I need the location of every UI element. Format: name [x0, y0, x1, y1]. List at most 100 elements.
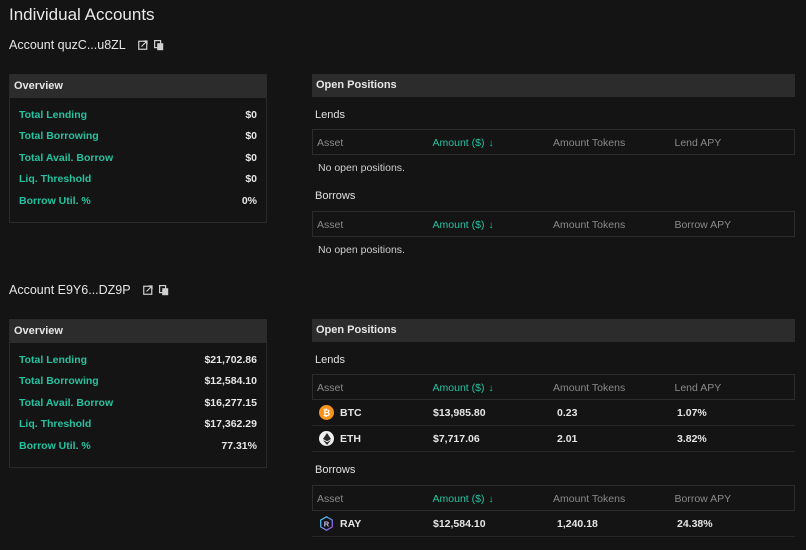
borrows-table-header: Asset Amount ($) ↓ Amount Tokens Borrow A… — [312, 211, 795, 237]
overview-value: 0% — [241, 194, 257, 207]
column-header-asset[interactable]: Asset — [317, 493, 344, 505]
column-header-apy[interactable]: Lend APY — [674, 382, 722, 394]
column-header-amount-tokens[interactable]: Amount Tokens — [553, 219, 626, 231]
table-row[interactable]: ETH $7,717.06 2.01 3.82% — [312, 426, 795, 452]
lends-table-header: Asset Amount ($) ↓ Amount Tokens Lend APY — [312, 129, 795, 155]
overview-label: Total Avail. Borrow — [19, 151, 114, 164]
overview-label: Total Borrowing — [19, 130, 99, 143]
column-label: Amount ($) — [432, 493, 485, 505]
overview-panel: Overview Total Lending $21,702.86 Total B… — [9, 319, 267, 468]
overview-label: Liq. Threshold — [19, 173, 92, 186]
copy-icon[interactable] — [153, 39, 164, 51]
sort-down-icon: ↓ — [488, 220, 494, 231]
lends-table-header: Asset Amount ($) ↓ Amount Tokens Lend APY — [312, 374, 795, 400]
asset-cell: ₿ BTC — [312, 400, 432, 425]
sort-down-icon: ↓ — [488, 138, 494, 149]
overview-value: $0 — [245, 130, 257, 143]
column-label: Amount ($) — [432, 219, 485, 231]
account-label: Account quzC...u8ZL — [9, 38, 126, 52]
asset-symbol: ETH — [340, 432, 361, 445]
external-link-icon[interactable] — [142, 285, 153, 295]
overview-row: Total Avail. Borrow $0 — [19, 148, 257, 169]
account-header: Account quzC...u8ZL — [9, 38, 164, 52]
column-header-amount-tokens[interactable]: Amount Tokens — [553, 137, 626, 149]
column-header-amount-tokens[interactable]: Amount Tokens — [553, 493, 626, 505]
overview-label: Total Lending — [19, 354, 88, 366]
lends-label: Lends — [315, 109, 345, 121]
column-header-asset[interactable]: Asset — [317, 382, 344, 394]
column-header-amount-usd[interactable]: Amount ($) ↓ — [433, 212, 554, 236]
open-positions-title: Open Positions — [312, 74, 795, 97]
borrows-label: Borrows — [315, 464, 356, 476]
amount-tokens-cell: 1,240.18 — [557, 518, 598, 530]
table-row[interactable]: ₿ BTC $13,985.80 0.23 1.07% — [312, 400, 795, 426]
overview-label: Total Borrowing — [19, 375, 99, 388]
column-label: Amount ($) — [432, 137, 485, 149]
overview-value: $16,277.15 — [204, 396, 257, 409]
overview-row: Total Lending $21,702.86 — [19, 350, 257, 371]
sort-down-icon: ↓ — [488, 494, 494, 505]
overview-row: Total Lending $0 — [19, 105, 257, 126]
apy-cell: 1.07% — [677, 407, 707, 419]
overview-row: Borrow Util. % 77.31% — [19, 436, 257, 457]
external-link-icon[interactable] — [137, 40, 148, 50]
borrows-label: Borrows — [315, 190, 356, 202]
amount-tokens-cell: 0.23 — [557, 407, 578, 419]
overview-row: Liq. Threshold $17,362.29 — [19, 414, 257, 435]
overview-row: Total Borrowing $0 — [19, 126, 257, 147]
column-header-asset[interactable]: Asset — [317, 219, 344, 231]
open-positions-panel: Open Positions Lends Asset Amount ($) ↓ A… — [312, 319, 795, 537]
column-label: Amount ($) — [432, 382, 485, 394]
empty-state: No open positions. — [318, 244, 405, 256]
overview-panel: Overview Total Lending $0 Total Borrowing… — [9, 74, 267, 223]
copy-icon[interactable] — [158, 284, 169, 296]
account-label: Account E9Y6...DZ9P — [9, 283, 131, 297]
open-positions-title: Open Positions — [312, 319, 795, 342]
overview-label: Total Lending — [19, 109, 88, 121]
eth-icon — [319, 431, 334, 446]
borrows-table-header: Asset Amount ($) ↓ Amount Tokens Borrow A… — [312, 485, 795, 511]
overview-row: Total Avail. Borrow $16,277.15 — [19, 393, 257, 414]
apy-cell: 3.82% — [677, 433, 707, 445]
overview-row: Borrow Util. % 0% — [19, 191, 257, 212]
table-row[interactable]: R RAY $12,584.10 1,240.18 24.38% — [312, 511, 795, 537]
column-header-amount-usd[interactable]: Amount ($) ↓ — [433, 130, 554, 154]
overview-value: $0 — [245, 151, 257, 164]
overview-label: Borrow Util. % — [19, 194, 91, 207]
overview-title: Overview — [10, 320, 266, 343]
asset-cell: ETH — [312, 426, 432, 451]
ray-icon: R — [319, 516, 334, 531]
account-header: Account E9Y6...DZ9P — [9, 283, 169, 297]
overview-row: Total Borrowing $12,584.10 — [19, 371, 257, 392]
overview-value: $12,584.10 — [204, 375, 257, 388]
overview-label: Liq. Threshold — [19, 418, 92, 431]
open-positions-panel: Open Positions Lends Asset Amount ($) ↓ A… — [312, 74, 795, 263]
sort-down-icon: ↓ — [488, 383, 494, 394]
overview-title: Overview — [10, 75, 266, 98]
asset-cell: R RAY — [312, 511, 432, 536]
apy-cell: 24.38% — [677, 518, 713, 530]
svg-text:R: R — [324, 519, 330, 528]
overview-value: $21,702.86 — [204, 354, 257, 366]
column-header-asset[interactable]: Asset — [317, 137, 344, 149]
column-header-apy[interactable]: Borrow APY — [674, 219, 732, 231]
overview-value: 77.31% — [221, 439, 257, 452]
amount-usd-cell: $7,717.06 — [433, 433, 480, 445]
column-header-apy[interactable]: Borrow APY — [674, 493, 732, 505]
overview-label: Borrow Util. % — [19, 439, 91, 452]
asset-symbol: BTC — [340, 406, 362, 419]
amount-tokens-cell: 2.01 — [557, 433, 578, 445]
column-header-amount-usd[interactable]: Amount ($) ↓ — [433, 375, 554, 399]
page-title: Individual Accounts — [9, 5, 155, 24]
lends-label: Lends — [315, 354, 345, 366]
column-header-amount-tokens[interactable]: Amount Tokens — [553, 382, 626, 394]
column-header-amount-usd[interactable]: Amount ($) ↓ — [433, 486, 554, 510]
overview-value: $0 — [245, 109, 257, 121]
amount-usd-cell: $13,985.80 — [433, 407, 486, 419]
overview-row: Liq. Threshold $0 — [19, 169, 257, 190]
column-header-apy[interactable]: Lend APY — [674, 137, 722, 149]
overview-value: $17,362.29 — [204, 418, 257, 431]
asset-symbol: RAY — [340, 517, 362, 530]
empty-state: No open positions. — [318, 162, 405, 174]
overview-value: $0 — [245, 173, 257, 186]
